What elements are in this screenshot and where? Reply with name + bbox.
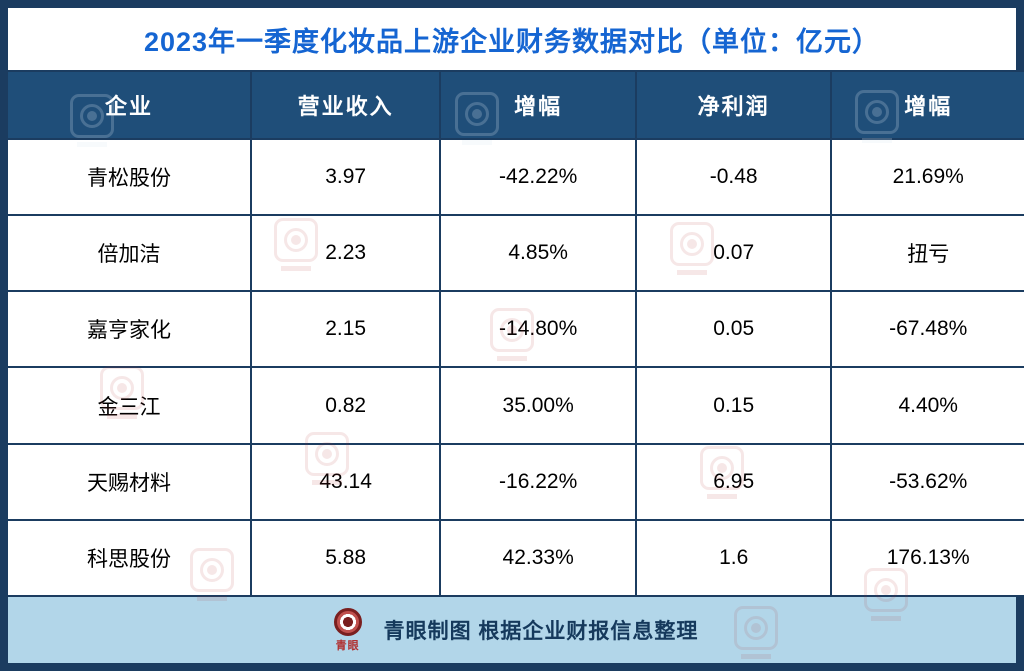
cell-revenue: 3.97 [251, 140, 440, 215]
cell-company: 嘉亨家化 [8, 292, 250, 367]
eye-icon [333, 607, 362, 636]
column-header-profit-growth: 增幅 [832, 72, 1024, 138]
cell-net-profit: 1.6 [636, 520, 831, 595]
cell-net-profit: -0.48 [636, 140, 831, 215]
cell-net-profit: 6.95 [636, 444, 831, 519]
title-bar: 2023年一季度化妆品上游企业财务数据对比（单位：亿元） [8, 8, 1016, 70]
logo-label: 青眼 [335, 639, 360, 652]
qingyan-logo-icon: 青眼 [326, 607, 370, 653]
cell-company: 科思股份 [8, 520, 250, 595]
cell-profit-growth: 4.40% [832, 368, 1024, 443]
cell-revenue: 0.82 [251, 368, 440, 443]
cell-revenue-growth: -16.22% [441, 444, 635, 519]
cell-profit-growth: 扭亏 [832, 216, 1024, 291]
column-header-revenue-growth: 增幅 [441, 72, 635, 138]
cell-revenue-growth: -42.22% [441, 140, 635, 215]
cell-revenue: 2.23 [251, 216, 440, 291]
column-header-company: 企业 [8, 72, 250, 138]
source-credit: 青眼制图 根据企业财报信息整理 [383, 620, 699, 643]
financial-table: 企业 营业收入 增幅 净利润 增幅 青松股份 3.97 -42.22% -0.4… [8, 70, 1024, 597]
cell-profit-growth: 176.13% [832, 520, 1024, 595]
column-header-revenue: 营业收入 [251, 72, 440, 138]
page-title: 2023年一季度化妆品上游企业财务数据对比（单位：亿元） [143, 26, 881, 57]
cell-net-profit: 0.05 [636, 292, 831, 367]
cell-revenue-growth: 4.85% [441, 216, 635, 291]
cell-revenue: 5.88 [251, 520, 440, 595]
cell-profit-growth: -67.48% [832, 292, 1024, 367]
cell-company: 天赐材料 [8, 444, 250, 519]
cell-net-profit: 0.15 [636, 368, 831, 443]
cell-net-profit: 0.07 [636, 216, 831, 291]
cell-profit-growth: 21.69% [832, 140, 1024, 215]
cell-revenue-growth: 42.33% [441, 520, 635, 595]
cell-revenue-growth: 35.00% [441, 368, 635, 443]
cell-revenue: 43.14 [251, 444, 440, 519]
footer-bar: 青眼 青眼制图 根据企业财报信息整理 [8, 597, 1016, 663]
cell-revenue-growth: -14.80% [441, 292, 635, 367]
cell-revenue: 2.15 [251, 292, 440, 367]
cell-company: 金三江 [8, 368, 250, 443]
cell-profit-growth: -53.62% [832, 444, 1024, 519]
column-header-net-profit: 净利润 [636, 72, 831, 138]
cell-company: 倍加洁 [8, 216, 250, 291]
cell-company: 青松股份 [8, 140, 250, 215]
